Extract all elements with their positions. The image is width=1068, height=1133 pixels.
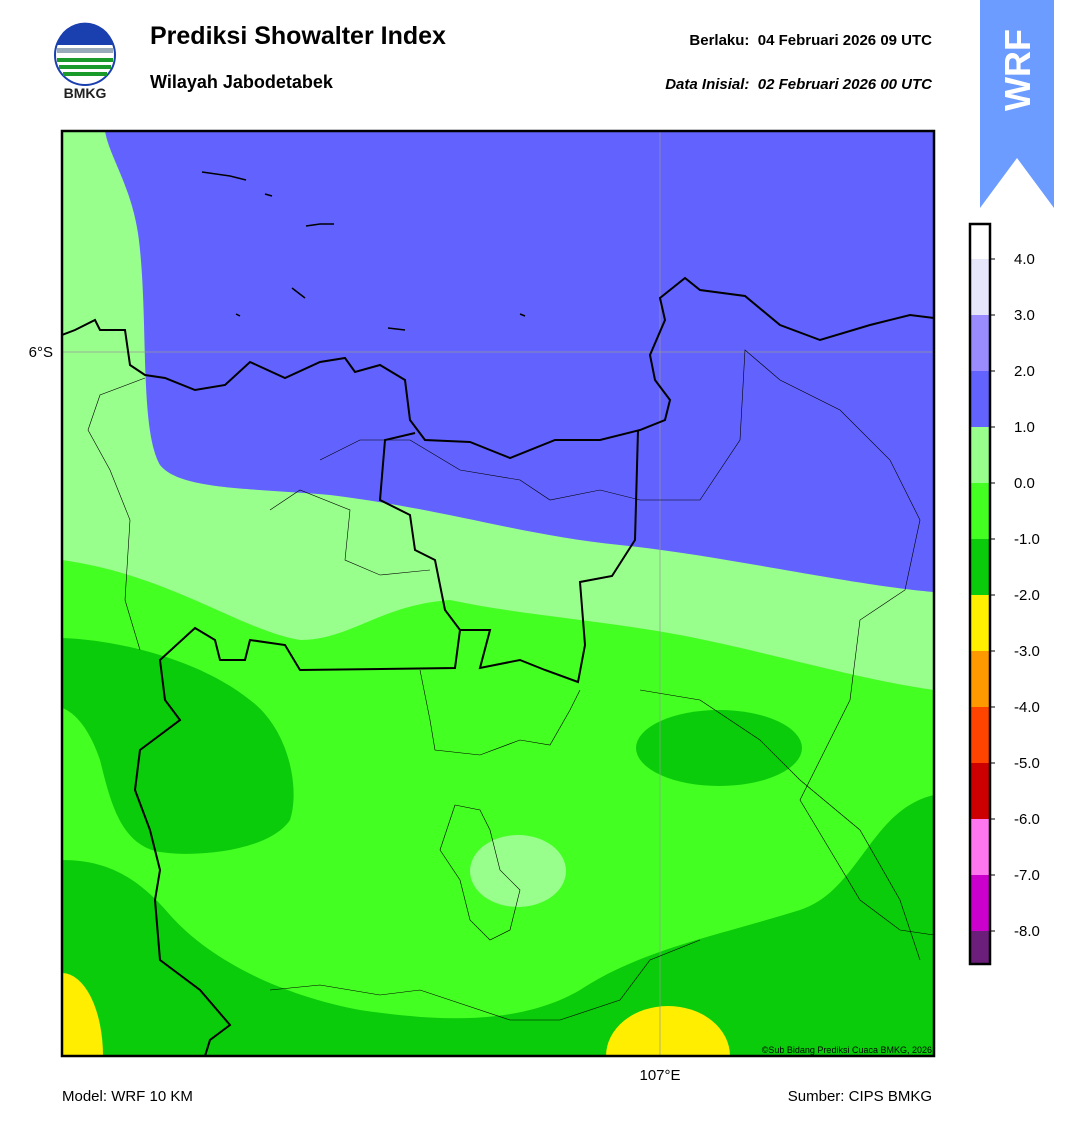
- badge-text: WRF: [997, 29, 1038, 111]
- colorbar-segment: [970, 707, 990, 763]
- colorbar-label: 4.0: [1014, 251, 1035, 268]
- map-field: [62, 131, 934, 1056]
- title: Prediksi Showalter Index: [150, 22, 446, 50]
- initial-data: Data Inisial: 02 Februari 2026 00 UTC: [665, 76, 933, 93]
- colorbar: 4.0 3.0 2.0 1.0 0.0 -1.0 -2.0 -3.0 -4.0 -5.0 -6.0 -…: [968, 222, 1040, 966]
- colorbar-segment: [970, 819, 990, 875]
- colorbar-segment: [970, 483, 990, 539]
- colorbar-segment: [970, 931, 990, 964]
- colorbar-segment: [970, 763, 990, 819]
- lat-label: 6°S: [29, 344, 53, 361]
- colorbar-segment: [970, 224, 990, 259]
- map-frame: [60, 129, 936, 1058]
- valid-time: Berlaku: 04 Februari 2026 09 UTC: [689, 32, 932, 49]
- colorbar-label: 2.0: [1014, 363, 1035, 380]
- lon-label: 107°E: [639, 1067, 680, 1084]
- colorbar-label: -5.0: [1014, 755, 1040, 772]
- colorbar-segment: [970, 651, 990, 707]
- badge: [980, 0, 1054, 208]
- credit: ©Sub Bidang Prediksi Cuaca BMKG, 2026: [762, 1045, 932, 1055]
- logo: [54, 22, 116, 86]
- colorbar-segment: [970, 371, 990, 427]
- colorbar-segment: [970, 315, 990, 371]
- subtitle: Wilayah Jabodetabek: [150, 72, 334, 92]
- colorbar-segment: [970, 595, 990, 651]
- colorbar-label: -4.0: [1014, 699, 1040, 716]
- footer-model: Model: WRF 10 KM: [62, 1088, 193, 1105]
- colorbar-label: 0.0: [1014, 475, 1035, 492]
- colorbar-label: -2.0: [1014, 587, 1040, 604]
- colorbar-label: -6.0: [1014, 811, 1040, 828]
- colorbar-frame: [968, 222, 992, 966]
- colorbar-label: -3.0: [1014, 643, 1040, 660]
- colorbar-label: -8.0: [1014, 923, 1040, 940]
- footer-source: Sumber: CIPS BMKG: [788, 1088, 932, 1105]
- colorbar-segment: [970, 875, 990, 931]
- colorbar-label: -1.0: [1014, 531, 1040, 548]
- logo-text: BMKG: [64, 85, 107, 101]
- colorbar-label: -7.0: [1014, 867, 1040, 884]
- colorbar-label: 3.0: [1014, 307, 1035, 324]
- colorbar-segment: [970, 259, 990, 315]
- colorbar-segment: [970, 539, 990, 595]
- colorbar-label: 1.0: [1014, 419, 1035, 436]
- colorbar-segment: [970, 427, 990, 483]
